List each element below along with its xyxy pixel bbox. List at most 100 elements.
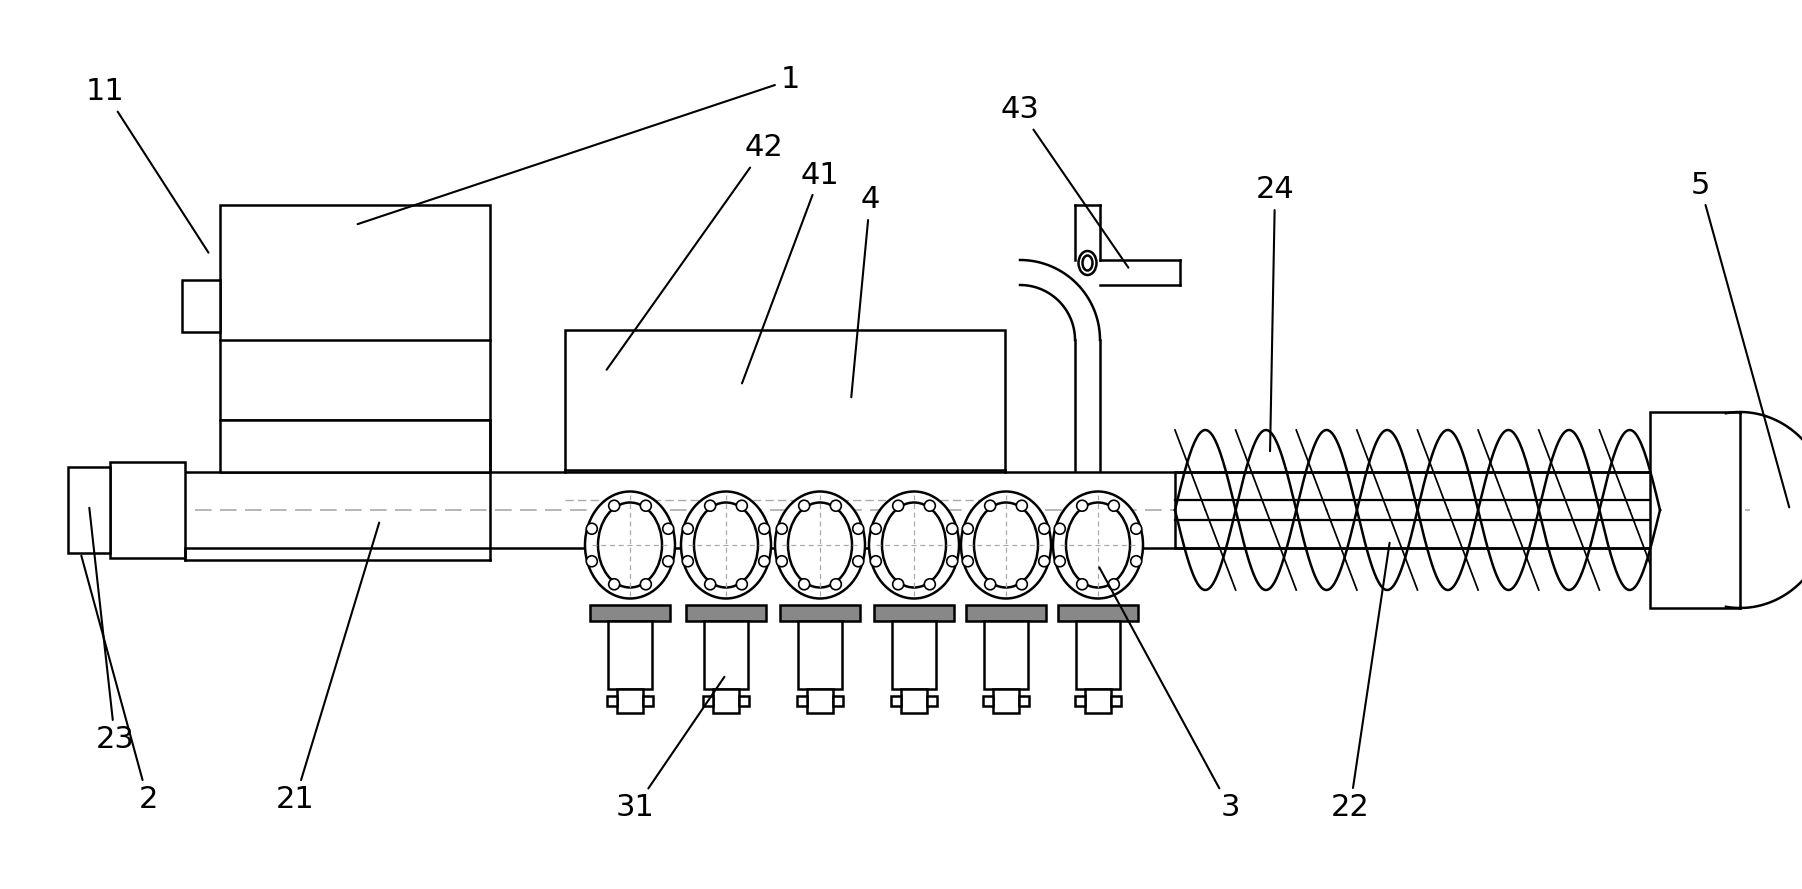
Bar: [220, 205, 490, 420]
Bar: [796, 696, 807, 706]
Circle shape: [962, 556, 973, 567]
Circle shape: [663, 556, 674, 567]
Text: 43: 43: [1000, 95, 1128, 268]
Bar: [1074, 696, 1085, 706]
Circle shape: [683, 556, 694, 567]
Ellipse shape: [869, 492, 959, 598]
Circle shape: [1038, 556, 1051, 567]
Bar: [1058, 605, 1139, 621]
Bar: [68, 467, 110, 553]
Bar: [1651, 412, 1741, 608]
Bar: [705, 621, 748, 688]
Circle shape: [924, 579, 935, 589]
Bar: [780, 605, 860, 621]
Circle shape: [609, 501, 620, 511]
Text: 24: 24: [1256, 175, 1294, 452]
Circle shape: [831, 501, 842, 511]
Circle shape: [798, 579, 809, 589]
Circle shape: [705, 579, 715, 589]
Ellipse shape: [598, 502, 661, 588]
Circle shape: [852, 524, 863, 534]
Text: 3: 3: [1099, 567, 1240, 822]
Circle shape: [663, 524, 674, 534]
Circle shape: [1076, 501, 1088, 511]
Text: 41: 41: [742, 161, 840, 383]
Text: 22: 22: [1330, 543, 1389, 822]
Text: 1: 1: [357, 66, 800, 224]
Ellipse shape: [1067, 502, 1130, 588]
Circle shape: [1076, 579, 1088, 589]
Circle shape: [1016, 501, 1027, 511]
Bar: [874, 605, 953, 621]
Circle shape: [640, 579, 651, 589]
Text: 5: 5: [1690, 171, 1789, 508]
Text: 23: 23: [90, 508, 135, 755]
Bar: [807, 688, 833, 712]
Bar: [892, 621, 935, 688]
Circle shape: [1038, 524, 1051, 534]
Circle shape: [759, 556, 769, 567]
Circle shape: [852, 556, 863, 567]
Bar: [643, 696, 654, 706]
Text: 4: 4: [851, 186, 879, 397]
Text: 42: 42: [607, 133, 784, 370]
Circle shape: [777, 524, 787, 534]
Bar: [890, 696, 901, 706]
Bar: [220, 420, 490, 472]
Bar: [1020, 696, 1029, 706]
Circle shape: [1108, 579, 1119, 589]
Circle shape: [1054, 556, 1065, 567]
Bar: [833, 696, 843, 706]
Ellipse shape: [1052, 492, 1142, 598]
Ellipse shape: [694, 502, 759, 588]
Circle shape: [962, 524, 973, 534]
Circle shape: [1130, 524, 1142, 534]
Bar: [616, 688, 643, 712]
Circle shape: [640, 501, 651, 511]
Circle shape: [759, 524, 769, 534]
Circle shape: [831, 579, 842, 589]
Circle shape: [586, 556, 596, 567]
Bar: [589, 605, 670, 621]
Circle shape: [737, 579, 748, 589]
Text: 31: 31: [616, 677, 724, 822]
Circle shape: [984, 501, 997, 511]
Bar: [966, 605, 1045, 621]
Ellipse shape: [1079, 251, 1096, 275]
Bar: [928, 696, 937, 706]
Bar: [566, 330, 1006, 470]
Bar: [110, 462, 186, 558]
Circle shape: [892, 579, 903, 589]
Text: 2: 2: [81, 556, 159, 814]
Bar: [687, 605, 766, 621]
Bar: [798, 621, 842, 688]
Circle shape: [892, 501, 903, 511]
Bar: [607, 621, 652, 688]
Ellipse shape: [881, 502, 946, 588]
Ellipse shape: [586, 492, 676, 598]
Text: 21: 21: [276, 523, 378, 814]
Bar: [1112, 696, 1121, 706]
Bar: [714, 688, 739, 712]
Ellipse shape: [787, 502, 852, 588]
Bar: [982, 696, 993, 706]
Bar: [1175, 472, 1660, 548]
Bar: [182, 280, 220, 332]
Circle shape: [798, 501, 809, 511]
Ellipse shape: [1083, 255, 1092, 270]
Circle shape: [870, 524, 881, 534]
Bar: [1085, 688, 1112, 712]
Circle shape: [984, 579, 997, 589]
Bar: [703, 696, 714, 706]
Circle shape: [609, 579, 620, 589]
Circle shape: [586, 524, 596, 534]
Circle shape: [946, 524, 957, 534]
Ellipse shape: [681, 492, 771, 598]
Circle shape: [737, 501, 748, 511]
Circle shape: [946, 556, 957, 567]
Circle shape: [683, 524, 694, 534]
Circle shape: [777, 556, 787, 567]
Circle shape: [870, 556, 881, 567]
Circle shape: [924, 501, 935, 511]
Circle shape: [1108, 501, 1119, 511]
